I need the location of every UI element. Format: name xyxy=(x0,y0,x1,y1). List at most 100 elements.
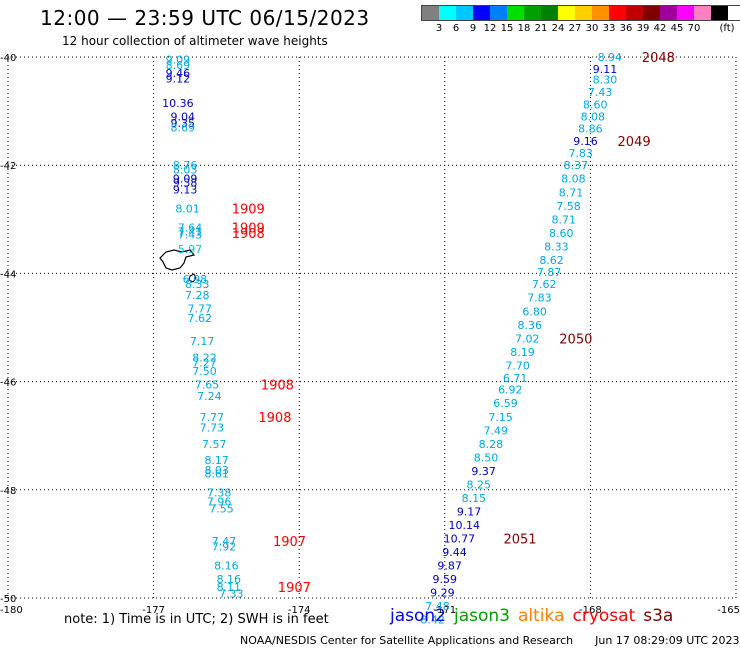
legend-tick-label: 42 xyxy=(653,23,667,34)
time-label: 2051 xyxy=(503,532,536,547)
swh-value: 7.47 xyxy=(212,535,237,548)
swh-value: 8.37 xyxy=(564,159,589,172)
time-label: 1909 xyxy=(232,202,265,217)
swh-value: 8.60 xyxy=(549,227,574,240)
time-label: 2049 xyxy=(618,135,651,150)
swh-value: 7.64 xyxy=(178,221,203,234)
legend-tick-label: 3 xyxy=(435,23,443,34)
legend-tick-label: 24 xyxy=(551,23,565,34)
lon-label: -171 xyxy=(433,605,456,616)
legend-swatch xyxy=(422,6,439,20)
swh-value: 8.36 xyxy=(517,319,542,332)
time-label: 1907 xyxy=(273,535,306,550)
legend-swatch xyxy=(694,6,711,20)
swh-value: 8.61 xyxy=(204,468,229,481)
time-label: 1908 xyxy=(261,378,294,393)
legend-tick-label: 70 xyxy=(687,23,701,34)
grid-lines xyxy=(7,56,737,599)
time-label: 1907 xyxy=(278,581,311,596)
legend-swatch xyxy=(439,6,456,20)
swh-value: 7.15 xyxy=(488,411,513,424)
swh-value: 8.71 xyxy=(551,213,576,226)
swh-value: 8.62 xyxy=(539,254,564,267)
swh-value: 8.19 xyxy=(510,346,535,359)
legend-tick-label: 15 xyxy=(500,23,514,34)
swh-value: 9.13 xyxy=(173,184,198,197)
legend-tick-label: 33 xyxy=(602,23,616,34)
swh-value: 8.22 xyxy=(192,351,217,364)
swh-value: 7.65 xyxy=(195,378,220,391)
lat-label: -50 xyxy=(0,594,16,605)
swh-value: 9.12 xyxy=(166,73,191,86)
swh-value: 7.92 xyxy=(212,541,237,554)
legend-swatch xyxy=(643,6,660,20)
lon-label: -174 xyxy=(288,605,311,616)
swh-value: 7.41 xyxy=(178,226,203,239)
legend-swatch xyxy=(507,6,524,20)
footer-credit: NOAA/NESDIS Center for Satellite Applica… xyxy=(240,634,740,647)
swh-value: 6.71 xyxy=(503,372,528,385)
legend-tick-label: 18 xyxy=(517,23,531,34)
swh-value: 10.36 xyxy=(162,97,194,110)
satellite-legend: jason2 jason3 altika cryosat s3a xyxy=(390,606,681,626)
legend-tick-label: 12 xyxy=(483,23,497,34)
swh-value: 7.83 xyxy=(527,292,552,305)
time-label: 1908 xyxy=(232,227,265,242)
lat-label: -40 xyxy=(0,53,16,64)
swh-value: 7.17 xyxy=(190,335,215,348)
credit-text: NOAA/NESDIS Center for Satellite Applica… xyxy=(240,634,574,647)
swh-value: 7.33 xyxy=(219,588,244,601)
swh-value: 8.16 xyxy=(217,573,242,586)
swh-value: 9.37 xyxy=(471,465,496,478)
swh-value: 7.62 xyxy=(532,278,557,291)
swh-value: 9.35 xyxy=(170,117,195,130)
legend-tick-label: 21 xyxy=(534,23,548,34)
swh-value: 5.97 xyxy=(178,243,203,256)
satellite-s3a: s3a xyxy=(643,606,674,626)
swh-value: 8.01 xyxy=(175,202,200,215)
legend-swatch xyxy=(456,6,473,20)
legend-tick-label: 9 xyxy=(469,23,477,34)
swh-value: 7.83 xyxy=(568,147,593,160)
satellite-jason2: jason2 xyxy=(390,606,446,626)
footer-timestamp: Jun 17 08:29:09 UTC 2023 xyxy=(595,634,740,647)
legend-tick-label: 45 xyxy=(670,23,684,34)
swh-value: 8.17 xyxy=(204,454,229,467)
time-label: 2050 xyxy=(559,332,592,347)
legend-swatch xyxy=(592,6,609,20)
swh-value: 10.77 xyxy=(444,532,476,545)
swh-value: 8.69 xyxy=(170,121,195,134)
swh-value: 7.49 xyxy=(484,424,509,437)
swh-value: 7.48 xyxy=(425,600,450,613)
swh-value: 7.43 xyxy=(588,86,613,99)
swh-value: 8.86 xyxy=(578,122,603,135)
swh-value: 7.50 xyxy=(192,365,217,378)
time-label: 2048 xyxy=(642,51,675,66)
swh-value: 8.11 xyxy=(217,581,242,594)
satellite-altika: altika xyxy=(518,606,565,626)
swh-value: 8.33 xyxy=(544,240,569,253)
swh-value: 7.43 xyxy=(178,228,203,241)
swh-value: 8.69 xyxy=(166,59,191,72)
axis-labels: -180 -177 -174 -171 -168 -165 -40 -42 -44 -46 -48 -… xyxy=(0,53,740,616)
swh-value: 10.14 xyxy=(448,519,480,532)
swh-value: 7.58 xyxy=(556,200,581,213)
lon-label: -165 xyxy=(717,605,740,616)
swh-value: 8.16 xyxy=(214,560,239,573)
legend-tick-label: 6 xyxy=(452,23,460,34)
swh-value: 7.38 xyxy=(207,487,232,500)
legend-swatch xyxy=(660,6,677,20)
swh-value: 9.46 xyxy=(166,67,191,80)
satellite-cryosat: cryosat xyxy=(572,606,636,626)
swh-value: 6.80 xyxy=(522,305,547,318)
swh-value: 9.17 xyxy=(457,505,482,518)
legend-swatch xyxy=(473,6,490,20)
legend-swatch xyxy=(711,6,728,20)
legend-swatch xyxy=(626,6,643,20)
swh-value: 6.59 xyxy=(493,397,518,410)
legend-tick-label: 36 xyxy=(619,23,633,34)
legend-swatches xyxy=(421,5,740,21)
swh-value: 7.70 xyxy=(505,359,530,372)
swh-value: 9.38 xyxy=(173,177,198,190)
